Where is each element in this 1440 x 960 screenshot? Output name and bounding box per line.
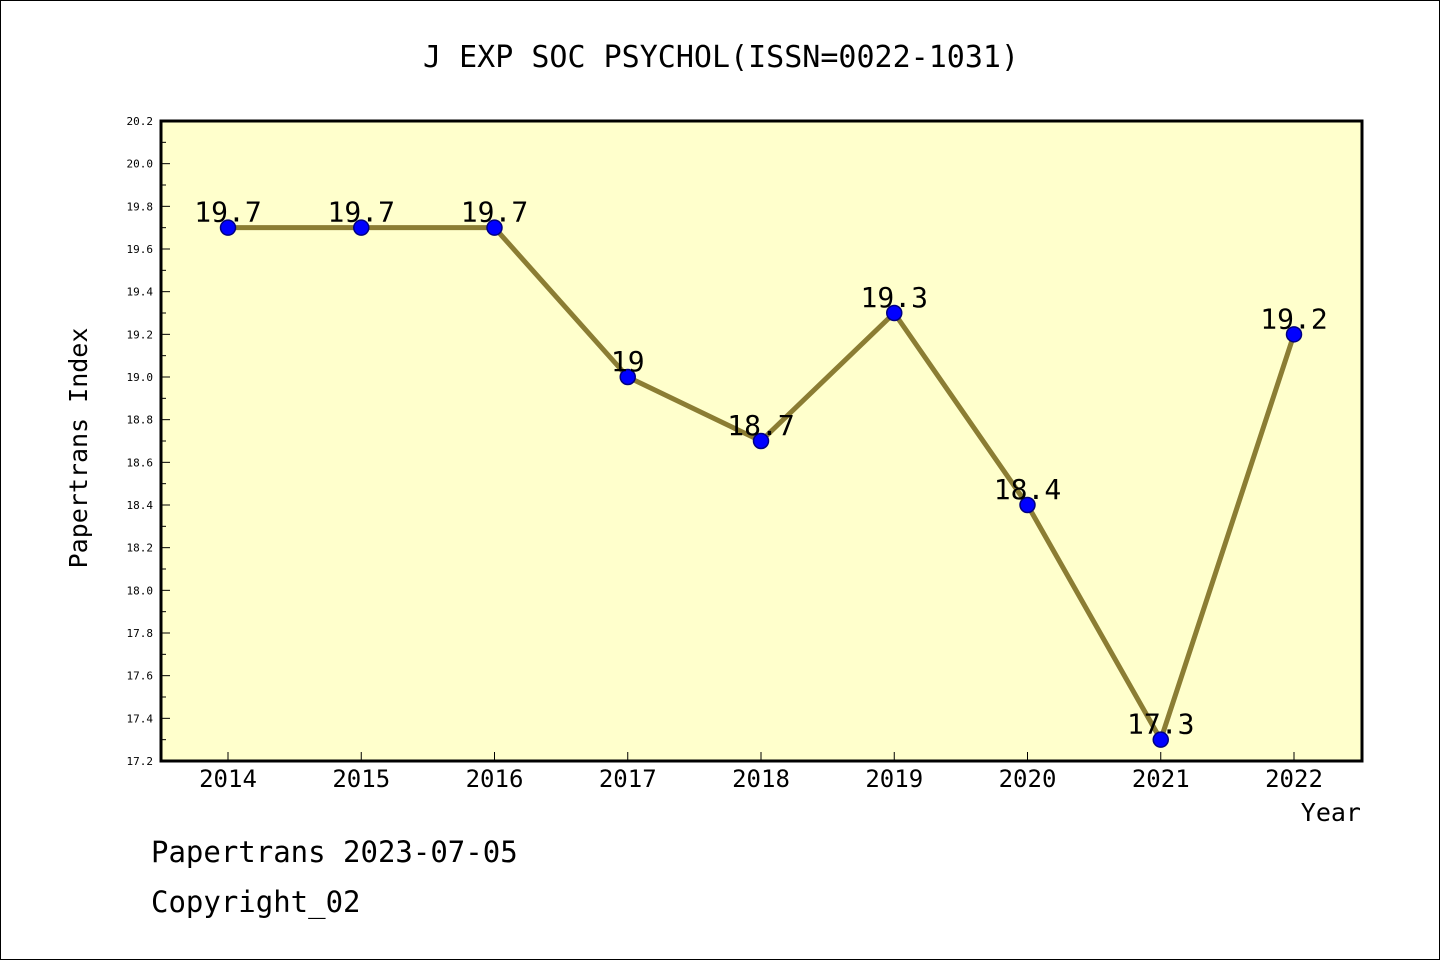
data-point (886, 304, 903, 322)
data-point (1019, 496, 1036, 514)
y-tick-label: 17.2 (127, 755, 154, 768)
y-tick-label: 17.8 (127, 627, 154, 640)
y-tick-label: 18.8 (127, 414, 154, 427)
y-tick-label: 19.4 (127, 286, 154, 299)
footer-source-date: Papertrans 2023-07-05 (151, 835, 518, 869)
x-tick-label: 2017 (599, 765, 657, 793)
data-label: 18.4 (994, 473, 1061, 506)
x-tick-label: 2019 (865, 765, 923, 793)
data-point (486, 219, 503, 236)
y-tick-label: 19.6 (127, 243, 154, 256)
data-label: 19.7 (194, 196, 261, 229)
y-tick-label: 17.6 (127, 670, 154, 683)
data-label: 17.3 (1127, 708, 1194, 741)
y-tick-label: 20.0 (127, 158, 154, 171)
data-point (619, 368, 636, 386)
y-tick-label: 18.6 (127, 456, 154, 469)
plot-border (159, 119, 1364, 763)
x-tick-label: 2014 (199, 765, 257, 793)
data-label: 19.2 (1260, 302, 1327, 335)
x-tick-label: 2020 (999, 765, 1057, 793)
data-label: 19.7 (328, 196, 395, 229)
y-tick-label: 19.2 (127, 328, 154, 341)
y-tick-label: 18.2 (127, 542, 154, 555)
y-tick-label: 18.0 (127, 584, 154, 597)
y-axis: 17.2 17.4 17.6 17.8 18.0 18.2 18.4 18.6 18.8 19.0… (127, 115, 170, 768)
footer-copyright: Copyright_02 (151, 885, 361, 919)
data-label: 19.7 (461, 196, 528, 229)
series-group: 19.7 19.7 19.7 19 18.7 19.3 18.4 17.3 19.2 (194, 196, 1328, 748)
x-tick-label: 2018 (732, 765, 790, 793)
data-point (752, 432, 770, 450)
y-tick-label: 17.4 (127, 712, 154, 725)
x-tick-label: 2022 (1265, 765, 1323, 793)
y-tick-label: 18.4 (127, 499, 154, 512)
y-tick-label: 20.2 (127, 115, 154, 128)
data-label: 19.3 (861, 281, 928, 314)
y-axis-label: Papertrans Index (64, 328, 93, 569)
x-tick-label: 2016 (466, 765, 524, 793)
data-label: 19 (611, 345, 645, 378)
data-point (219, 219, 237, 236)
data-point (1152, 731, 1169, 748)
chart-title: J EXP SOC PSYCHOL(ISSN=0022-1031) (423, 40, 1019, 75)
x-tick-label: 2021 (1132, 765, 1190, 793)
y-tick-label: 19.8 (127, 200, 154, 213)
data-point (1285, 326, 1303, 343)
x-axis: 2014 2015 2016 2017 2018 2019 2020 2021 2022 (199, 752, 1323, 793)
data-point (353, 219, 370, 236)
y-tick-label: 19.0 (127, 371, 154, 384)
x-tick-label: 2015 (332, 765, 390, 793)
data-label: 18.7 (727, 409, 794, 442)
x-axis-label: Year (1301, 798, 1361, 827)
